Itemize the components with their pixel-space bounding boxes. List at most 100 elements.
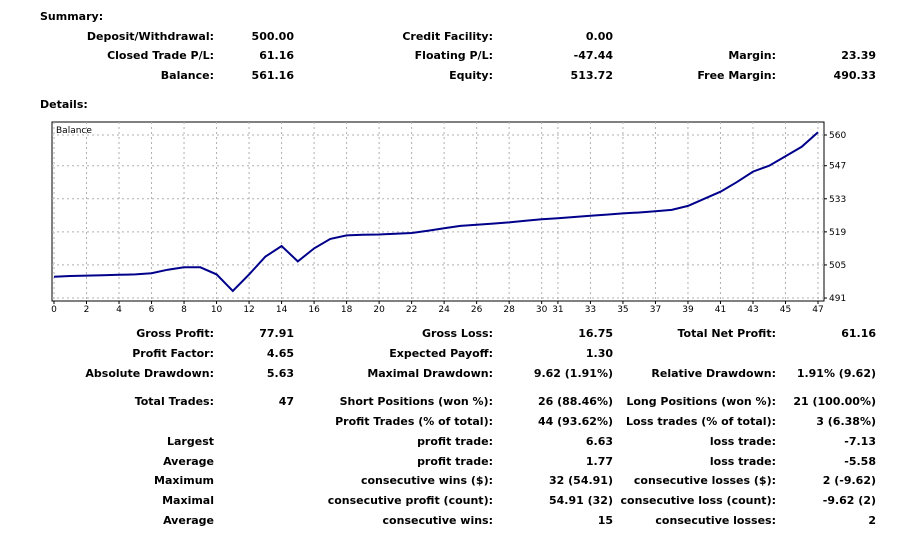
x-tick-label: 24 [438,305,450,315]
x-tick-label: 43 [747,305,758,315]
x-tick-label: 30 [536,305,548,315]
maximal-consecutive-profit-label: consecutive profit (count): [327,494,493,507]
maximal-drawdown-label: Maximal Drawdown: [367,367,493,380]
x-tick-label: 4 [116,305,122,315]
short-positions-value: 26 (88.46%) [537,395,613,408]
y-tick-label: 519 [829,228,846,238]
largest-profit-label: profit trade: [417,435,493,448]
x-tick-label: 41 [715,305,726,315]
floating-pl-label: Floating P/L: [414,49,493,62]
summary-heading: Summary: [40,10,104,23]
x-tick-label: 26 [471,305,483,315]
credit-label: Credit Facility: [402,30,493,43]
average-loss-value: -5.58 [844,455,876,468]
x-tick-label: 20 [373,305,385,315]
average-label: Average [163,455,214,468]
expected-payoff-label: Expected Payoff: [389,347,493,360]
max-consecutive-losses-value: 2 (-9.62) [822,474,876,487]
absolute-drawdown-value: 5.63 [266,367,294,380]
relative-drawdown-label: Relative Drawdown: [651,367,776,380]
free-margin-value: 490.33 [833,69,876,82]
long-positions-value: 21 (100.00%) [793,395,876,408]
maximal-consecutive-loss-value: -9.62 (2) [822,494,876,507]
maximal-consecutive-profit-value: 54.91 (32) [549,494,613,507]
average-loss-label: loss trade: [709,455,776,468]
x-tick-label: 22 [406,305,417,315]
x-tick-label: 37 [650,305,661,315]
x-tick-label: 16 [308,305,320,315]
largest-loss-label: loss trade: [709,435,776,448]
free-margin-label: Free Margin: [697,69,776,82]
largest-loss-value: -7.13 [844,435,876,448]
equity-label: Equity: [449,69,493,82]
max-consecutive-wins-value: 32 (54.91) [549,474,613,487]
deposit-label: Deposit/Withdrawal: [86,30,214,43]
avg-consecutive-wins-value: 15 [597,514,613,527]
profit-trades-value: 44 (93.62%) [537,415,613,428]
x-tick-label: 31 [552,305,563,315]
y-tick-label: 491 [829,294,846,304]
x-tick-label: 35 [617,305,628,315]
loss-trades-value: 3 (6.38%) [816,415,876,428]
x-tick-label: 6 [149,305,155,315]
total-net-profit-value: 61.16 [841,327,876,340]
x-tick-label: 47 [812,305,823,315]
x-tick-label: 33 [585,305,596,315]
gross-loss-label: Gross Loss: [422,327,493,340]
details-heading: Details: [40,98,88,111]
total-trades-value: 47 [278,395,294,408]
y-tick-label: 533 [829,195,846,205]
total-trades-label: Total Trades: [134,395,214,408]
x-tick-label: 0 [51,305,57,315]
average-profit-label: profit trade: [417,455,493,468]
maximal-drawdown-value: 9.62 (1.91%) [533,367,613,380]
y-tick-label: 505 [829,261,846,271]
profit-factor-value: 4.65 [266,347,294,360]
balance-value: 561.16 [251,69,294,82]
margin-label: Margin: [728,49,776,62]
closed-pl-label: Closed Trade P/L: [107,49,214,62]
gross-loss-value: 16.75 [578,327,613,340]
x-tick-label: 18 [341,305,353,315]
avg-consecutive-losses-label: consecutive losses: [655,514,776,527]
max-consecutive-wins-label: consecutive wins ($): [360,474,493,487]
balance-series-line [53,131,819,293]
y-tick-label: 560 [829,131,846,141]
avg-consecutive-wins-label: consecutive wins: [382,514,493,527]
profit-trades-label: Profit Trades (% of total): [335,415,493,428]
largest-label: Largest [167,435,214,448]
balance-chart: 0 2 4 6 8 10 12 14 16 18 20 22 24 26 28 30 31 33 35 37 39 41 4… [51,121,846,315]
maximal-consecutive-loss-label: consecutive loss (count): [620,494,776,507]
loss-trades-label: Loss trades (% of total): [625,415,776,428]
gross-profit-value: 77.91 [259,327,294,340]
max-consecutive-losses-label: consecutive losses ($): [633,474,776,487]
largest-profit-value: 6.63 [585,435,613,448]
maximum-label: Maximum [154,474,214,487]
x-tick-label: 10 [211,305,223,315]
average-consecutive-label: Average [163,514,214,527]
y-tick-label: 547 [829,162,846,172]
equity-value: 513.72 [570,69,613,82]
x-tick-label: 39 [682,305,694,315]
absolute-drawdown-label: Absolute Drawdown: [85,367,214,380]
x-tick-label: 8 [181,305,187,315]
avg-consecutive-losses-value: 2 [868,514,876,527]
deposit-value: 500.00 [251,30,294,43]
x-tick-label: 28 [503,305,515,315]
x-tick-label: 12 [243,305,254,315]
x-tick-label: 14 [276,305,288,315]
average-profit-value: 1.77 [585,455,613,468]
long-positions-label: Long Positions (won %): [626,395,776,408]
maximal-label: Maximal [162,494,214,507]
closed-pl-value: 61.16 [259,49,294,62]
margin-value: 23.39 [841,49,876,62]
credit-value: 0.00 [585,30,613,43]
gross-profit-label: Gross Profit: [136,327,214,340]
expected-payoff-value: 1.30 [585,347,613,360]
floating-pl-value: -47.44 [573,49,613,62]
chart-frame [51,121,825,302]
x-tick-label: 45 [780,305,791,315]
total-net-profit-label: Total Net Profit: [677,327,777,340]
profit-factor-label: Profit Factor: [132,347,214,360]
relative-drawdown-value: 1.91% (9.62) [796,367,876,380]
